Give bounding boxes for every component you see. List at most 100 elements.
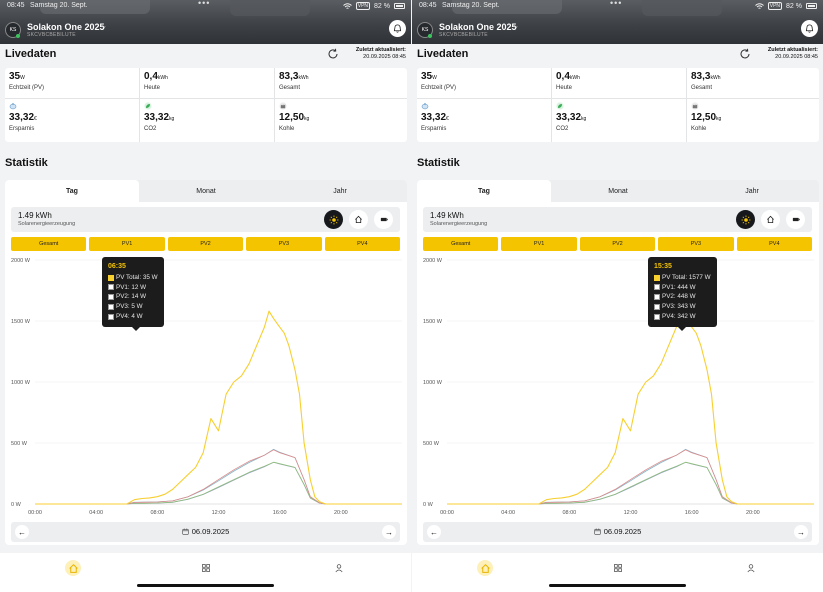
prev-day-button[interactable]: ←: [427, 525, 441, 539]
x-tick-label: 04:00: [501, 510, 515, 516]
tab-monat[interactable]: Monat: [196, 187, 216, 195]
filter-pv1[interactable]: PV1: [501, 237, 577, 251]
tab-monat[interactable]: Monat: [608, 187, 628, 195]
multitask-dots-icon[interactable]: •••: [198, 0, 211, 8]
x-tick-label: 16:00: [273, 510, 287, 516]
metric-tile: 33,32€ Ersparnis: [5, 99, 139, 142]
x-tick-label: 12:00: [624, 510, 638, 516]
bell-icon: [805, 24, 814, 33]
grid-icon: [614, 564, 622, 572]
next-day-button[interactable]: →: [794, 525, 808, 539]
last-updated-label: Zuletzt aktualisiert:: [767, 47, 818, 53]
series-line-pv-total: [447, 310, 814, 505]
battery-mode-button[interactable]: [786, 210, 805, 229]
metric-value: 35: [421, 71, 433, 82]
tooltip-value: PV Total: 35 W: [116, 273, 158, 281]
refresh-icon: [328, 48, 338, 59]
date-picker[interactable]: 06.09.2025: [423, 527, 812, 536]
tab-jahr[interactable]: Jahr: [333, 187, 347, 195]
bell-icon: [393, 24, 402, 33]
solar-mode-button[interactable]: [324, 210, 343, 229]
filter-pv2[interactable]: PV2: [167, 237, 244, 251]
livedaten-title: Livedaten: [5, 48, 57, 60]
nav-profile[interactable]: [743, 560, 759, 576]
tooltip-row: PV2: 14 W: [108, 292, 158, 302]
chevron-down-icon[interactable]: ⌄: [513, 23, 519, 30]
refresh-button[interactable]: [326, 47, 340, 61]
sun-icon: [329, 215, 338, 224]
legend-swatch: [654, 304, 660, 311]
last-updated-value: 20.09.2025 08:45: [775, 54, 818, 60]
metric-unit: kg: [304, 116, 310, 122]
status-indicators: VPN 82 %: [754, 2, 817, 10]
filter-pv4[interactable]: PV4: [324, 237, 401, 251]
tab-jahr[interactable]: Jahr: [745, 187, 759, 195]
vpn-badge: VPN: [355, 2, 371, 10]
nav-home[interactable]: [65, 560, 81, 576]
grid-icon: [202, 564, 210, 572]
metric-value: 83,3: [279, 71, 299, 82]
home-mode-button[interactable]: [349, 210, 368, 229]
series-line-pv2: [447, 448, 814, 505]
tooltip-value: PV2: 14 W: [116, 293, 147, 301]
filter-pv3[interactable]: PV3: [246, 237, 322, 251]
summary-value: 1.49 kWh: [18, 211, 52, 220]
home-icon: [68, 563, 78, 573]
device-name[interactable]: Solakon One 2025: [27, 22, 105, 32]
tooltip-value: PV1: 444 W: [662, 283, 696, 291]
filter-pv1[interactable]: PV1: [89, 237, 165, 251]
solar-mode-button[interactable]: [736, 210, 755, 229]
solar-chart[interactable]: 2000 W 1500 W 1000 W 500 W 0 W 00:00 04:00 08:0…: [5, 255, 407, 520]
date-value: 06.09.2025: [191, 527, 230, 536]
filter-pv3[interactable]: PV3: [658, 237, 734, 251]
arrow-right-icon: →: [797, 527, 805, 537]
metric-unit: kWh: [710, 75, 721, 81]
home-mode-button[interactable]: [761, 210, 780, 229]
prev-day-button[interactable]: ←: [15, 525, 29, 539]
metric-label: Heute: [144, 85, 161, 91]
next-day-button[interactable]: →: [382, 525, 396, 539]
solar-chart[interactable]: 2000 W 1500 W 1000 W 500 W 0 W 00:00 04:00 08:0…: [417, 255, 819, 520]
refresh-button[interactable]: [738, 47, 752, 61]
nav-profile[interactable]: [331, 560, 347, 576]
house-icon: [355, 215, 362, 224]
filter-gesamt[interactable]: Gesamt: [423, 237, 499, 251]
status-time: 08:45: [419, 2, 437, 9]
period-tabs: Tag Monat Jahr: [5, 180, 407, 202]
metric-unit: €: [34, 116, 37, 122]
user-icon: [747, 564, 755, 573]
device-name[interactable]: Solakon One 2025: [439, 22, 517, 32]
y-tick-label: 0 W: [423, 502, 434, 508]
vpn-badge: VPN: [767, 2, 783, 10]
avatar-initials: KS: [421, 27, 429, 33]
nav-devices[interactable]: [610, 560, 626, 576]
metric-unit: €: [446, 116, 449, 122]
x-tick-label: 00:00: [28, 510, 42, 516]
notification-button[interactable]: [389, 20, 406, 37]
date-picker[interactable]: 06.09.2025: [11, 527, 400, 536]
chevron-down-icon[interactable]: ⌄: [101, 23, 107, 30]
tooltip-row: PV1: 12 W: [108, 283, 158, 293]
filter-pv4[interactable]: PV4: [736, 237, 813, 251]
tab-tag[interactable]: Tag: [5, 180, 139, 202]
filter-pv2[interactable]: PV2: [579, 237, 656, 251]
statistik-title: Statistik: [5, 157, 48, 169]
last-updated-label: Zuletzt aktualisiert:: [355, 47, 406, 53]
metric-label: Gesamt: [691, 85, 713, 91]
notification-button[interactable]: [801, 20, 818, 37]
battery-mode-button[interactable]: [374, 210, 393, 229]
x-tick-label: 12:00: [212, 510, 226, 516]
metric-value: 83,3: [691, 71, 711, 82]
x-tick-label: 20:00: [746, 510, 760, 516]
filter-gesamt[interactable]: Gesamt: [11, 237, 87, 251]
nav-home[interactable]: [477, 560, 493, 576]
leaf-icon: [144, 102, 152, 110]
legend-swatch: [108, 313, 114, 320]
summary-label: Solarenergieerzeugung: [430, 221, 488, 227]
metric-tile: 33,32kg CO2: [140, 99, 274, 142]
online-status-dot: [428, 34, 432, 38]
x-tick-label: 00:00: [440, 510, 454, 516]
multitask-dots-icon[interactable]: •••: [610, 0, 623, 8]
tab-tag[interactable]: Tag: [417, 180, 551, 202]
nav-devices[interactable]: [198, 560, 214, 576]
